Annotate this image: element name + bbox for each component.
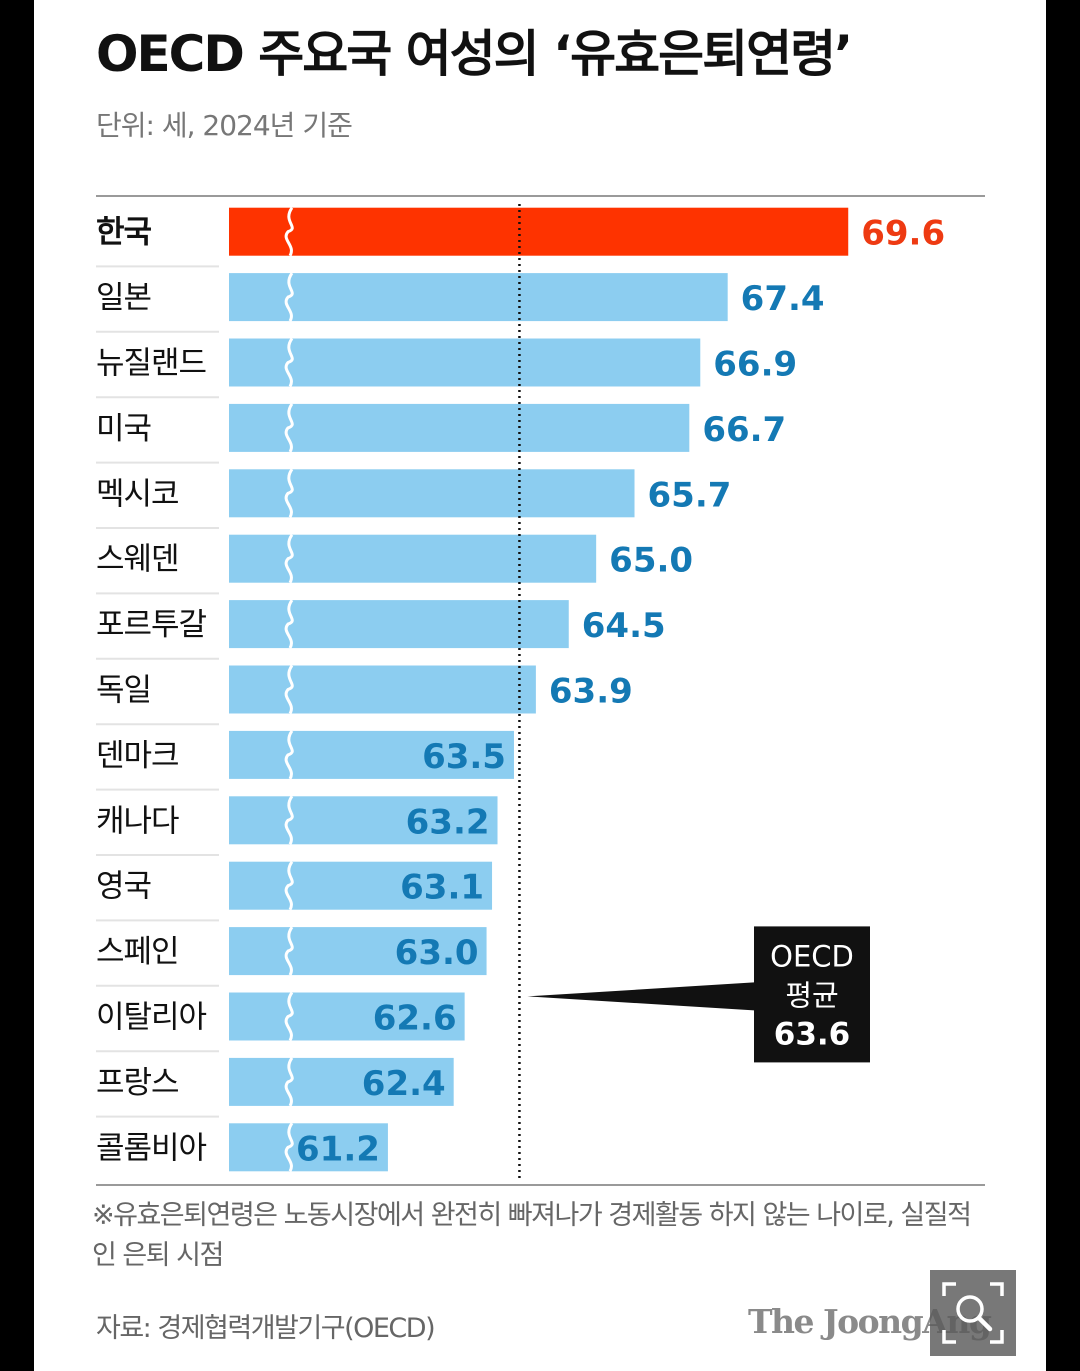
axis-break-mark-9 (284, 795, 294, 846)
bar-8 (229, 730, 514, 779)
bar-5 (229, 534, 597, 583)
axis-break-mark-13 (284, 1057, 294, 1107)
oecd-average-box (754, 926, 870, 1063)
source-note: 자료: 경제협력개발기구(OECD) (96, 1313, 436, 1344)
category-label-14: 콜롬비아 (96, 1130, 207, 1166)
unit-subtitle: 단위: 세, 2024년 기준 (96, 109, 353, 142)
bar-2 (229, 338, 701, 387)
oecd-average-label-2: 63.6 (774, 1016, 851, 1052)
value-label-14: 61.2 (296, 1129, 380, 1169)
value-label-12: 62.6 (373, 999, 457, 1039)
value-label-6: 64.5 (582, 606, 666, 646)
bar-3 (229, 403, 690, 452)
value-label-2: 66.9 (713, 345, 797, 385)
bar-9 (229, 796, 498, 845)
oecd-average-label-1: 평균 (785, 978, 838, 1012)
value-label-9: 63.2 (406, 802, 490, 842)
page-title: OECD 주요국 여성의 ‘유효은퇴연령’ (96, 25, 853, 83)
zoom-button[interactable] (930, 1270, 1016, 1356)
bar-0 (229, 207, 849, 256)
bar-10 (229, 861, 493, 910)
oecd-average-label-0: OECD (770, 939, 854, 973)
bar-13 (229, 1057, 454, 1106)
bar-4 (229, 469, 635, 518)
category-label-2: 뉴질랜드 (96, 346, 206, 382)
axis-break-mark-1 (284, 272, 294, 322)
axis-break-mark-14 (284, 1122, 294, 1173)
category-label-4: 멕시코 (96, 476, 179, 512)
category-label-12: 이탈리아 (96, 1000, 207, 1036)
axis-break-mark-4 (284, 468, 294, 519)
value-label-3: 66.7 (702, 410, 786, 450)
value-label-4: 65.7 (648, 475, 732, 515)
axis-break-mark-8 (284, 730, 294, 780)
axis-break-mark-7 (284, 664, 294, 715)
category-label-13: 프랑스 (96, 1065, 179, 1101)
axis-break-mark-2 (284, 337, 294, 388)
bar-14 (229, 1123, 388, 1172)
bar-1 (229, 273, 728, 322)
category-label-10: 영국 (96, 869, 151, 905)
category-label-11: 스페인 (96, 934, 179, 970)
category-label-8: 덴마크 (96, 738, 179, 774)
value-label-10: 63.1 (400, 868, 484, 908)
bar-chart: 한국 69.6 일본 67.4 뉴질랜드 66.9 미국 66.7 멕시코 65.7 스웨덴 65.0… (96, 195, 985, 1186)
axis-break-mark-3 (284, 403, 294, 453)
category-label-6: 포르투갈 (96, 607, 207, 643)
zoom-magnifier-icon (942, 1282, 1004, 1344)
axis-break-mark-6 (284, 599, 294, 649)
category-label-7: 독일 (96, 673, 151, 709)
value-label-7: 63.9 (549, 672, 633, 712)
axis-break-mark-5 (284, 533, 294, 584)
bar-7 (229, 665, 536, 714)
value-label-1: 67.4 (741, 279, 825, 319)
value-label-0: 69.6 (861, 214, 945, 254)
bar-6 (229, 600, 569, 649)
category-label-3: 미국 (96, 411, 151, 447)
category-label-1: 일본 (96, 280, 151, 316)
category-label-5: 스웨덴 (96, 542, 179, 578)
value-label-13: 62.4 (362, 1064, 446, 1104)
value-label-8: 63.5 (422, 737, 506, 777)
infographic-card: OECD 주요국 여성의 ‘유효은퇴연령’ 단위: 세, 2024년 기준 한국… (34, 0, 1046, 1371)
axis-break-mark-12 (284, 991, 294, 1042)
footnote: ※유효은퇴연령은 노동시장에서 완전히 빠져나가 경제활동 하지 않는 나이로,… (92, 1200, 972, 1271)
category-label-0: 한국 (96, 215, 152, 251)
bar-12 (229, 992, 465, 1041)
axis-break-mark-11 (284, 926, 294, 976)
axis-break-mark-0 (284, 206, 294, 257)
value-label-11: 63.0 (395, 933, 479, 973)
axis-break-mark-10 (284, 860, 294, 911)
category-label-9: 캐나다 (96, 803, 179, 839)
oecd-average-pointer (527, 982, 754, 1011)
value-label-5: 65.0 (609, 541, 693, 581)
bar-11 (229, 927, 487, 976)
